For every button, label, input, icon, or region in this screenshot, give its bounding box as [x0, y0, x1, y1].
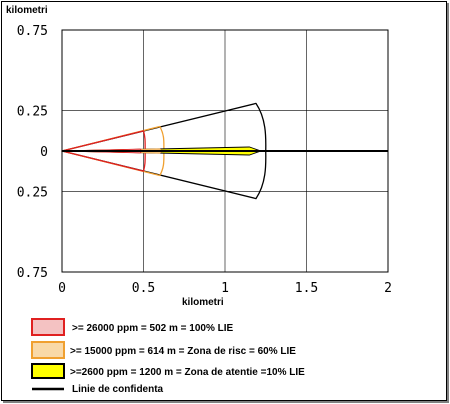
x-tick-label-4: 2	[384, 281, 392, 296]
y-axis-title: kilometri	[6, 5, 48, 16]
x-tick-label-1: 0.5	[132, 281, 155, 296]
x-tick-labels: 0 0.5 1 1.5 2	[58, 281, 392, 296]
y-tick-labels: 0.75 0.25 0 0.25 0.75	[17, 24, 48, 281]
legend-swatch-red	[31, 318, 65, 336]
y-tick-label-0: 0.75	[17, 24, 48, 39]
x-tick-label-3: 1.5	[295, 281, 318, 296]
legend-item-lie100: >= 26000 ppm = 502 m = 100% LIE	[31, 318, 234, 336]
x-tick-label-0: 0	[58, 281, 66, 296]
y-tick-label-1: 0.25	[17, 105, 48, 120]
x-tick-label-2: 1	[221, 281, 229, 296]
x-axis-title: kilometri	[182, 297, 224, 308]
legend-swatch-orange	[31, 341, 65, 359]
legend: >= 26000 ppm = 502 m = 100% LIE >= 15000…	[31, 318, 305, 395]
legend-label-yellow: >=2600 ppm = 1200 m = Zona de atentie =1…	[70, 367, 305, 378]
plot-border	[61, 29, 389, 273]
legend-item-lie10: >=2600 ppm = 1200 m = Zona de atentie =1…	[31, 363, 305, 379]
legend-swatch-yellow	[31, 363, 65, 379]
legend-item-confidence: Linie de confidenta	[32, 384, 164, 395]
legend-label-red: >= 26000 ppm = 502 m = 100% LIE	[72, 323, 234, 334]
legend-item-lie60: >= 15000 ppm = 614 m = Zona de risc = 60…	[31, 341, 296, 359]
y-tick-label-2: 0	[40, 145, 48, 160]
y-tick-label-3: 0.25	[17, 185, 48, 200]
y-tick-label-4: 0.75	[17, 266, 48, 281]
legend-label-confidence: Linie de confidenta	[72, 384, 164, 395]
legend-label-orange: >= 15000 ppm = 614 m = Zona de risc = 60…	[70, 346, 296, 357]
